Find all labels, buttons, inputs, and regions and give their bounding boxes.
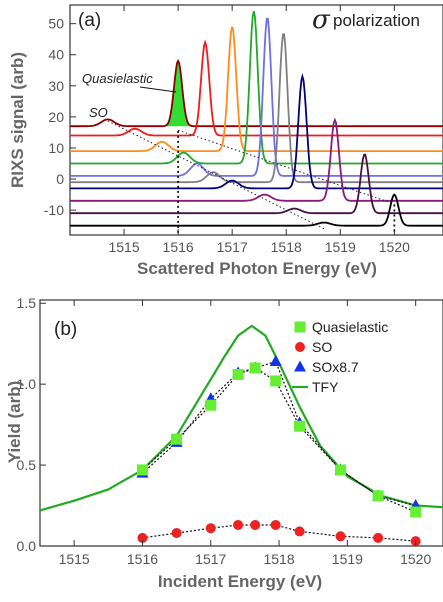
panel-b-y-tick-label: 0.5	[17, 457, 37, 473]
spectrum-line	[70, 26, 443, 153]
panel-b-y-tick-label: 1.0	[17, 376, 37, 392]
panel-b-x-tick-label: 1517	[195, 551, 226, 567]
spectrum-line	[70, 153, 443, 215]
panel-a-title-symbol: σ	[312, 5, 331, 35]
quasielastic-point	[372, 490, 384, 502]
spectrum-line	[70, 33, 443, 184]
quasielastic-point	[232, 368, 244, 380]
legend-label: Quasielastic	[312, 319, 388, 335]
so-point	[294, 526, 305, 537]
legend-marker-so	[295, 342, 305, 352]
panel-b-plot-area	[39, 324, 443, 547]
quasielastic-point	[270, 375, 282, 387]
panel-a-y-tick-label: 50	[48, 16, 64, 32]
legend-label: SO	[312, 339, 332, 355]
so-point	[373, 532, 384, 543]
panel-a-x-tick-label: 1520	[379, 239, 410, 255]
panel-b-label: (b)	[54, 319, 77, 340]
tfy-line	[39, 324, 443, 512]
spectrum-line	[70, 11, 443, 165]
spectrum-line	[70, 39, 443, 137]
so-point	[250, 519, 261, 530]
panel-a-x-tick-label: 1518	[271, 239, 302, 255]
so-point	[233, 519, 244, 530]
panel-b-axes: 1515 1516 1517 1518 1519 1520 0.0 0.5 1.0 1.5	[17, 295, 432, 567]
panel-a-x-tick-label: 1519	[325, 239, 356, 255]
panel-a-y-tick-label: 10	[48, 140, 64, 156]
spectrum-line	[70, 73, 443, 190]
so-point	[171, 528, 182, 539]
so-point	[205, 523, 216, 534]
panel-a-x-axis-label: Scattered Photon Energy (eV)	[137, 259, 377, 278]
panel-b-x-tick-label: 1516	[127, 551, 158, 567]
panel-a-x-tick-label: 1515	[108, 239, 139, 255]
panel-b-x-tick-label: 1518	[263, 551, 294, 567]
spectrum-line	[70, 58, 443, 128]
quasielastic-point	[205, 399, 217, 411]
legend-marker-quasielastic	[294, 321, 306, 333]
so-annotation: SO	[89, 105, 108, 120]
panel-a-y-tick-label: -10	[44, 202, 64, 218]
panel-a-y-tick-label: 20	[48, 109, 64, 125]
quasielastic-point	[410, 506, 422, 518]
panel-a-y-tick-label: 0	[56, 171, 64, 187]
legend-label: SOx8.7	[312, 359, 359, 375]
panel-b-x-tick-label: 1520	[400, 551, 431, 567]
dotted-connector-line	[142, 367, 416, 513]
quasielastic-point	[249, 362, 261, 374]
quasielastic-point	[294, 420, 306, 432]
panel-a-y-tick-label: 40	[48, 47, 64, 63]
panel-a-plot-area	[70, 11, 443, 235]
spectrum-line	[70, 193, 443, 227]
panel-a-dotted-guide	[107, 120, 325, 230]
panel-b-x-tick-label: 1519	[332, 551, 363, 567]
quasielastic-annotation: Quasielastic	[82, 71, 153, 86]
so-point	[137, 532, 148, 543]
panel-b-y-tick-label: 0.0	[17, 538, 37, 554]
soX8-7-point	[269, 355, 282, 366]
quasielastic-point	[136, 464, 148, 476]
dotted-connector-line	[142, 360, 416, 507]
panel-a-title: polarization	[333, 11, 420, 30]
panel-b-y-axis-label: Yield (arb)	[5, 381, 24, 464]
panel-b-frame	[39, 299, 443, 547]
legend-label: TFY	[312, 379, 339, 395]
panel-a-x-tick-label: 1517	[217, 239, 248, 255]
panel-a-x-tick-label: 1516	[163, 239, 194, 255]
quasielastic-point	[335, 464, 347, 476]
panel-b-legend: Quasielastic SO SOx8.7 TFY	[292, 319, 388, 395]
so-point	[335, 531, 346, 542]
quasielastic-pointer	[139, 86, 177, 93]
panel-b-x-axis-label: Incident Energy (eV)	[158, 572, 322, 591]
panel-b-y-tick-label: 1.5	[17, 295, 37, 311]
spectrum-line	[70, 117, 443, 202]
quasielastic-point	[171, 433, 183, 445]
panel-a-label: (a)	[78, 10, 101, 31]
panel-a-axes: 1515 1516 1517 1518 1519 1520 -10 0 10 20 30 40 50	[44, 5, 410, 255]
panel-a-y-tick-label: 30	[48, 78, 64, 94]
panel-a-frame	[69, 4, 443, 236]
legend-marker-sox8-7	[294, 360, 306, 372]
panel-b-x-tick-label: 1515	[59, 551, 90, 567]
spectrum-line	[70, 17, 443, 177]
so-point	[270, 519, 281, 530]
panel-a-y-axis-label: RIXS signal (arb)	[8, 52, 27, 188]
